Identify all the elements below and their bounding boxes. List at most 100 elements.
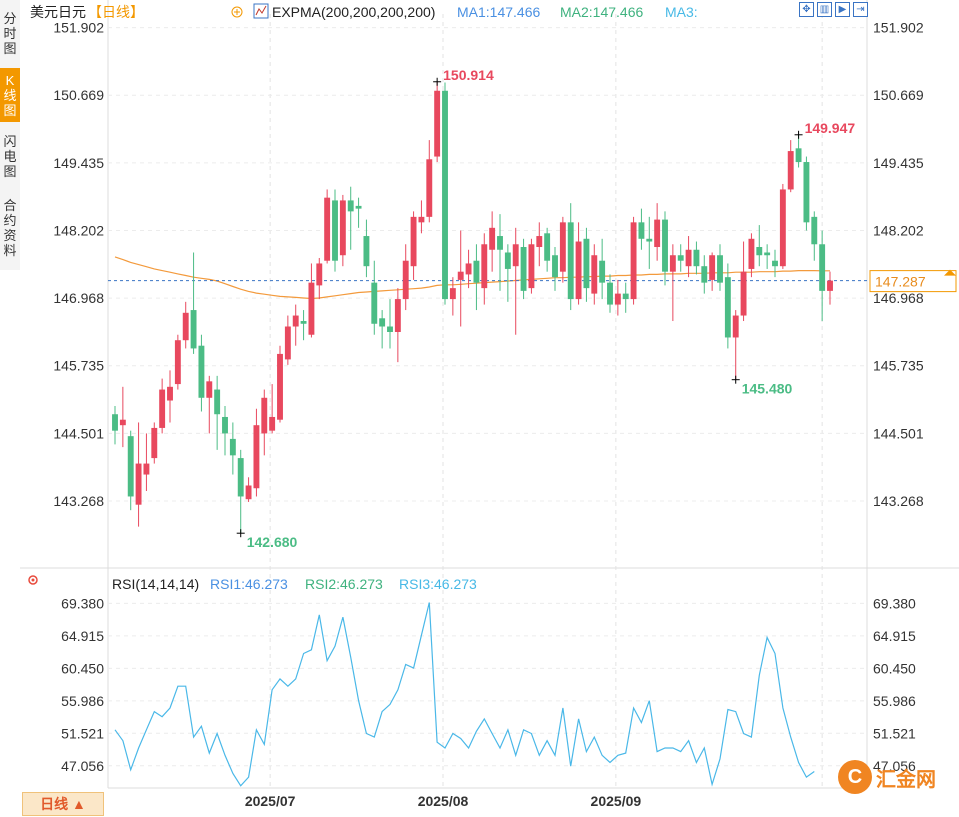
candle-body <box>151 427 158 459</box>
candle-body <box>685 249 692 267</box>
candle-body <box>638 222 645 239</box>
sidebar-tab-0[interactable]: 分时图 <box>3 10 17 56</box>
candle-body <box>669 255 676 272</box>
candle-body <box>811 216 818 245</box>
candle-body <box>119 419 126 426</box>
candle-body <box>756 247 763 256</box>
candle-body <box>316 263 323 286</box>
y-tick-label-right: 145.735 <box>873 358 924 374</box>
chart-view-icon[interactable]: ▥ <box>817 2 832 17</box>
indicator-icon-glyph <box>255 5 267 16</box>
candle-body <box>292 315 299 327</box>
rsi-legend-1: RSI1:46.273 <box>210 576 288 592</box>
header-period: 【日线】 <box>88 4 144 20</box>
y-tick-label-right: 149.435 <box>873 155 924 171</box>
rsi-tick-label-left: 60.450 <box>61 660 104 676</box>
rsi-tick-label-right: 55.986 <box>873 693 916 709</box>
last-price-marker-icon <box>944 269 956 276</box>
candle-body <box>214 389 221 415</box>
rsi-tick-label-left: 64.915 <box>61 628 104 644</box>
candle-body <box>402 260 409 300</box>
rsi-settings-icon[interactable] <box>28 575 38 585</box>
candle-body <box>222 416 228 434</box>
candle-body <box>489 227 496 250</box>
rsi-tick-label-left: 69.380 <box>61 595 104 611</box>
candle-body <box>269 416 276 431</box>
sidebar-tab-2[interactable]: 闪电图 <box>3 133 17 179</box>
candle-body <box>709 255 716 280</box>
rsi-tick-label-left: 55.986 <box>61 693 104 709</box>
rsi-tick-label-right: 69.380 <box>873 595 916 611</box>
rsi-tick-label-right: 47.056 <box>873 758 916 774</box>
y-tick-label-left: 149.435 <box>53 155 104 171</box>
rsi-tick-label-left: 47.056 <box>61 758 104 774</box>
candle-body <box>630 222 637 300</box>
rsi-settings-icon-dot <box>31 578 35 582</box>
crosshair-icon[interactable]: ✥ <box>799 2 814 17</box>
candle-body <box>779 189 786 267</box>
candle-body <box>701 266 708 283</box>
candle-body <box>591 255 598 294</box>
extreme-annotation: 149.947 <box>805 120 856 136</box>
candle-body <box>536 236 543 248</box>
candle-body <box>622 293 629 300</box>
x-tick-label: 2025/09 <box>591 793 642 809</box>
y-tick-label-left: 150.669 <box>53 87 104 103</box>
y-tick-label-right: 148.202 <box>873 222 924 238</box>
candle-body <box>300 321 307 324</box>
header-add-icon[interactable] <box>231 6 243 18</box>
candle-body <box>473 260 480 283</box>
candle-body <box>332 200 338 261</box>
candle-body <box>324 197 331 261</box>
candle-body <box>277 353 283 420</box>
forward-icon[interactable]: ⇥ <box>853 2 868 17</box>
candle-body <box>253 425 260 489</box>
candle-body <box>740 271 747 316</box>
candle-body <box>520 247 527 291</box>
candle-body <box>457 271 464 280</box>
candle-body <box>363 236 370 267</box>
y-tick-label-right: 143.268 <box>873 493 924 509</box>
candle-body <box>229 438 236 456</box>
header-ma3: MA3: <box>665 4 698 20</box>
candle-body <box>646 238 653 242</box>
y-tick-label-left: 144.501 <box>53 425 104 441</box>
candle-body <box>434 90 441 157</box>
candle-body <box>693 249 700 267</box>
extreme-annotation: 142.680 <box>247 534 298 550</box>
candle-body <box>583 238 590 289</box>
y-tick-label-right: 146.968 <box>873 290 924 306</box>
period-selector-button[interactable]: 日线 ▲ <box>22 792 104 816</box>
candle-body <box>190 310 197 349</box>
sidebar-tab-3[interactable]: 合约资料 <box>3 198 17 258</box>
rsi-tick-label-left: 51.521 <box>61 725 104 741</box>
candle-body <box>717 255 723 283</box>
candle-body <box>379 318 386 327</box>
rsi-tick-label-right: 60.450 <box>873 660 916 676</box>
y-tick-label-left: 146.968 <box>53 290 104 306</box>
extreme-annotation: 145.480 <box>742 381 793 397</box>
candle-body <box>654 219 661 248</box>
candle-body <box>355 205 362 209</box>
header-indicator: EXPMA(200,200,200,200) <box>272 4 435 20</box>
y-tick-label-right: 150.669 <box>873 87 924 103</box>
candle-body <box>559 222 566 272</box>
play-icon[interactable]: ▶ <box>835 2 850 17</box>
x-tick-label: 2025/07 <box>245 793 296 809</box>
candle-body <box>465 263 472 275</box>
header-symbol: 美元日元 <box>30 4 86 20</box>
rsi-tick-label-right: 64.915 <box>873 628 916 644</box>
candle-body <box>143 463 150 475</box>
y-tick-label-left: 145.735 <box>53 358 104 374</box>
candle-body <box>371 282 378 324</box>
y-tick-label-left: 143.268 <box>53 493 104 509</box>
candle-body <box>394 299 401 332</box>
candle-body <box>481 244 488 289</box>
candle-body <box>112 414 118 431</box>
candle-body <box>614 293 621 305</box>
candle-body <box>764 252 771 256</box>
candle-body <box>575 241 582 300</box>
candle-body <box>284 326 291 360</box>
